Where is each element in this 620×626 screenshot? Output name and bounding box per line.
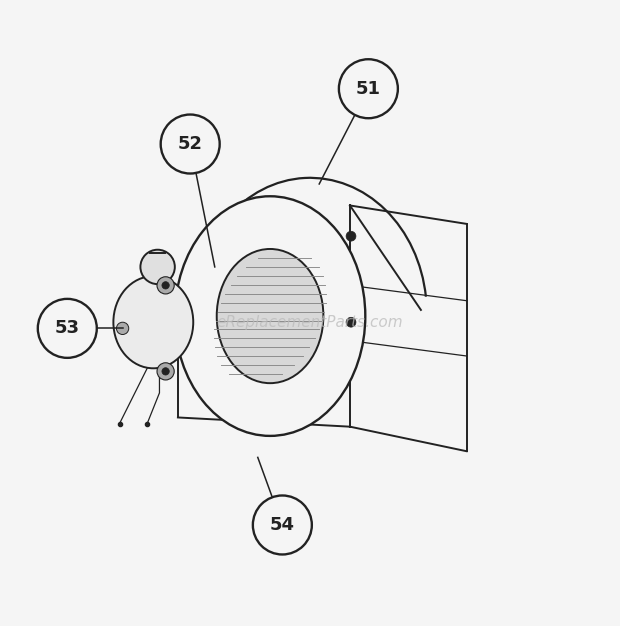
Circle shape	[157, 363, 174, 380]
Ellipse shape	[175, 197, 365, 436]
Circle shape	[38, 299, 97, 358]
Circle shape	[140, 250, 175, 284]
Circle shape	[339, 59, 398, 118]
Text: 53: 53	[55, 319, 80, 337]
Circle shape	[161, 115, 219, 173]
Text: 52: 52	[178, 135, 203, 153]
Text: 54: 54	[270, 516, 295, 534]
Circle shape	[117, 322, 129, 334]
Ellipse shape	[217, 249, 324, 383]
Circle shape	[253, 496, 312, 555]
Text: eReplacementParts.com: eReplacementParts.com	[216, 315, 404, 330]
Text: 51: 51	[356, 80, 381, 98]
Circle shape	[346, 317, 356, 327]
Circle shape	[157, 277, 174, 294]
Ellipse shape	[113, 276, 193, 368]
Circle shape	[162, 367, 169, 375]
Circle shape	[346, 231, 356, 241]
Circle shape	[162, 282, 169, 289]
